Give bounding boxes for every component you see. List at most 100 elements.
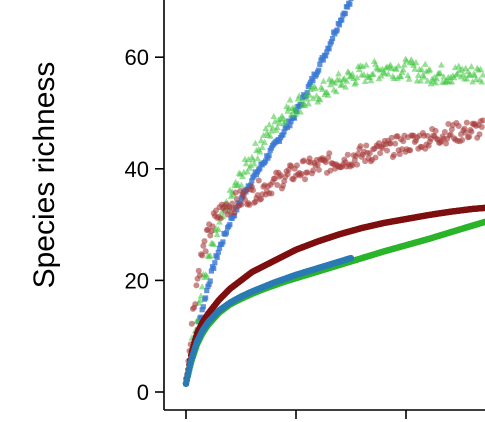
circle-point [372, 154, 379, 161]
circle-point [407, 147, 414, 154]
circle-point [298, 170, 305, 177]
square-point [276, 138, 283, 144]
triangle-point [454, 70, 461, 77]
square-point [313, 72, 319, 78]
series-2 [183, 117, 485, 384]
triangle-point [367, 77, 375, 84]
square-point [266, 152, 272, 159]
triangle-point [258, 143, 266, 150]
triangle-point [265, 121, 273, 128]
triangle-point [361, 77, 369, 85]
triangle-point [324, 91, 332, 98]
triangle-point [245, 155, 252, 163]
triangle-point [404, 71, 412, 79]
triangle-point [332, 88, 340, 95]
square-point [316, 67, 322, 73]
square-point [329, 35, 336, 42]
square-point [304, 90, 310, 96]
triangle-point [214, 225, 222, 232]
triangle-point [455, 62, 463, 69]
triangle-point [384, 70, 392, 77]
triangle-point [426, 66, 434, 73]
square-point [204, 287, 210, 294]
triangle-point [395, 62, 403, 69]
triangle-point [309, 94, 317, 101]
triangle-point [305, 100, 312, 107]
circle-point [250, 187, 257, 194]
triangle-point [436, 69, 444, 76]
triangle-point [421, 60, 429, 67]
triangle-point [469, 78, 476, 85]
triangle-point [405, 75, 413, 82]
axes: 0 20 40 60 [125, 0, 485, 419]
circle-point [322, 159, 329, 166]
triangle-point [238, 181, 245, 188]
circle-point [280, 182, 287, 189]
square-point [334, 27, 340, 33]
triangle-point [262, 124, 270, 132]
square-point [212, 260, 218, 266]
triangle-point [269, 124, 277, 131]
triangle-point [271, 118, 279, 125]
circle-point [232, 189, 239, 196]
circle-point [271, 175, 278, 182]
series-5 [182, 254, 355, 387]
circle-point [432, 127, 439, 134]
triangle-point [372, 60, 379, 67]
triangle-point [355, 65, 363, 73]
circle-point [246, 201, 253, 208]
triangle-point [256, 148, 264, 155]
triangle-point [349, 70, 356, 77]
triangle-point [306, 91, 314, 98]
square-point [211, 265, 217, 272]
triangle-point [417, 77, 424, 84]
circle-point [366, 150, 373, 157]
square-point [220, 239, 226, 245]
triangle-point [433, 75, 441, 82]
y-tick-label: 20 [125, 268, 149, 293]
triangle-point [213, 230, 221, 238]
y-axis-title: Species richness [28, 62, 61, 289]
circle-point [255, 177, 262, 184]
circle-point [466, 133, 473, 140]
curve-point [347, 254, 355, 262]
square-point [291, 115, 298, 121]
triangle-point [335, 70, 342, 77]
triangle-point [266, 132, 274, 139]
triangle-point [251, 139, 259, 146]
triangle-point [418, 66, 426, 73]
square-point [214, 254, 220, 261]
circle-point [188, 320, 195, 327]
series-3 [182, 204, 485, 387]
triangle-point [424, 77, 431, 84]
square-point [215, 249, 221, 255]
triangle-point [377, 72, 385, 79]
triangle-point [239, 172, 247, 180]
triangle-point [196, 296, 204, 304]
triangle-point [412, 58, 420, 66]
triangle-point [216, 218, 223, 225]
triangle-point [440, 73, 448, 80]
triangle-point [387, 61, 394, 68]
circle-point [300, 157, 307, 164]
triangle-point [397, 73, 405, 80]
triangle-point [369, 70, 377, 77]
curve-point [482, 218, 485, 226]
triangle-point [210, 240, 218, 247]
triangle-point [432, 79, 440, 86]
triangle-point [320, 77, 327, 84]
triangle-point [303, 95, 311, 102]
triangle-point [276, 119, 284, 127]
triangle-point [362, 61, 370, 68]
circle-point [445, 121, 452, 128]
circle-point [233, 196, 240, 203]
series-1 [182, 55, 485, 382]
square-point [336, 22, 343, 28]
circle-point [231, 209, 238, 216]
circle-point [443, 140, 450, 147]
triangle-point [243, 168, 251, 175]
triangle-point [203, 272, 211, 279]
triangle-point [437, 61, 445, 68]
circle-point [476, 131, 483, 138]
